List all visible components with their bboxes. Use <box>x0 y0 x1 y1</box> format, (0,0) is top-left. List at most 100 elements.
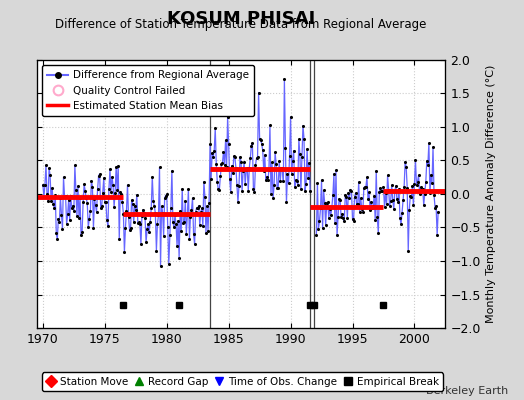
Point <box>351 193 359 200</box>
Point <box>153 220 161 227</box>
Point <box>78 229 86 235</box>
Point <box>204 228 212 234</box>
Point <box>224 141 233 147</box>
Point <box>312 232 321 238</box>
Point <box>372 168 380 174</box>
Point <box>270 182 278 189</box>
Point <box>368 205 376 212</box>
Point <box>154 212 162 218</box>
Point <box>380 204 389 210</box>
Point <box>291 177 300 183</box>
Point <box>111 190 119 196</box>
Point <box>109 182 117 188</box>
Point <box>348 216 357 222</box>
Point <box>316 205 325 212</box>
Point <box>106 166 114 172</box>
Point <box>41 182 49 188</box>
Point <box>398 210 406 216</box>
Point <box>332 167 340 174</box>
Point <box>76 195 84 202</box>
Point <box>274 184 282 191</box>
Point <box>158 210 167 216</box>
Point <box>256 137 265 143</box>
Point <box>387 198 395 204</box>
Point <box>134 220 142 226</box>
Point <box>66 217 74 223</box>
Point <box>384 172 392 179</box>
Point <box>345 195 354 201</box>
Point <box>403 184 411 191</box>
Point <box>208 150 216 156</box>
Point <box>87 178 95 184</box>
Y-axis label: Monthly Temperature Anomaly Difference (°C): Monthly Temperature Anomaly Difference (… <box>486 65 496 323</box>
Point <box>408 183 417 189</box>
Point <box>97 203 106 209</box>
Point <box>190 241 199 248</box>
Point <box>352 190 360 196</box>
Point <box>342 194 351 201</box>
Point <box>281 144 290 151</box>
Point <box>392 196 401 202</box>
Point <box>89 225 97 232</box>
Point <box>200 178 208 185</box>
Point <box>64 196 73 203</box>
Point <box>334 214 342 220</box>
Point <box>81 188 90 194</box>
Point <box>72 186 80 193</box>
Point <box>371 217 379 223</box>
Point <box>129 218 138 225</box>
Point <box>130 203 139 210</box>
Point <box>174 218 182 224</box>
Point <box>159 233 168 239</box>
Point <box>171 212 179 219</box>
Point <box>277 165 286 171</box>
Point <box>425 190 434 197</box>
Point <box>188 195 196 201</box>
Point <box>241 181 249 188</box>
Point <box>322 200 331 206</box>
Point <box>103 216 111 223</box>
Point <box>292 178 301 184</box>
Point <box>161 192 170 199</box>
Point <box>248 140 257 146</box>
Point <box>302 180 310 187</box>
Point <box>152 247 160 254</box>
Point <box>314 226 323 232</box>
Point <box>280 76 289 82</box>
Point <box>383 201 391 208</box>
Point <box>272 161 280 167</box>
Point <box>39 182 47 188</box>
Point <box>58 226 67 232</box>
Point <box>378 188 387 194</box>
Point <box>319 225 327 231</box>
Point <box>139 206 147 213</box>
Point <box>43 190 51 197</box>
Point <box>165 261 173 268</box>
Point <box>46 172 54 178</box>
Point <box>275 158 283 164</box>
Point <box>289 147 298 154</box>
Point <box>234 199 242 205</box>
Point <box>298 154 306 160</box>
Point <box>429 144 437 150</box>
Point <box>263 173 271 180</box>
Point <box>42 162 50 168</box>
Point <box>388 182 396 188</box>
Point <box>228 170 237 176</box>
Point <box>303 146 311 152</box>
Point <box>196 209 205 216</box>
Point <box>322 222 330 228</box>
Point <box>268 159 276 166</box>
Point <box>122 208 130 214</box>
Point <box>52 230 60 236</box>
Point <box>110 204 118 210</box>
Point <box>359 184 368 191</box>
Point <box>361 184 369 190</box>
Point <box>61 193 70 199</box>
Point <box>356 209 364 216</box>
Point <box>100 174 108 181</box>
Point <box>211 125 220 132</box>
Point <box>240 159 248 166</box>
Point <box>202 229 210 236</box>
Point <box>189 230 198 237</box>
